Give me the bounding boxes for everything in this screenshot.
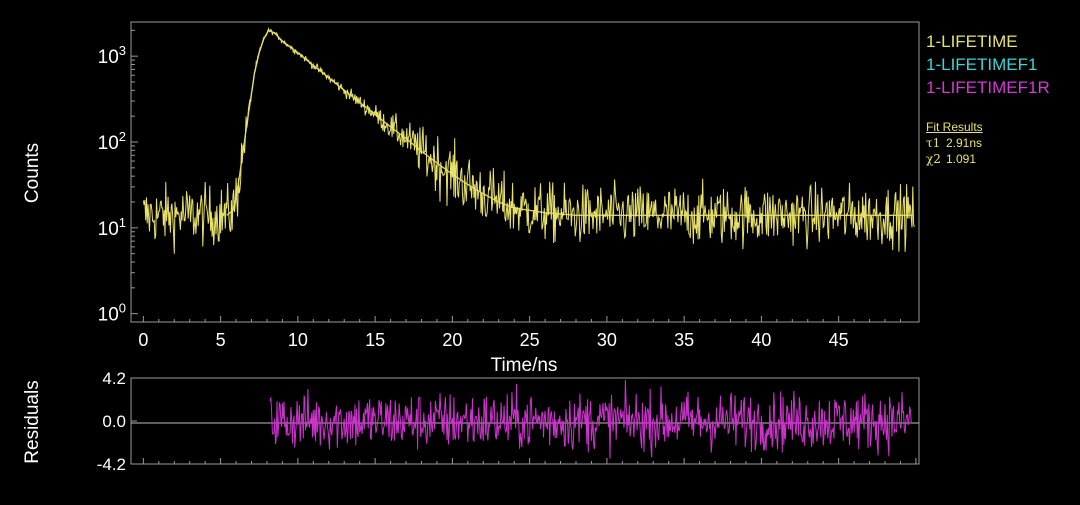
- x-tick-label: 20: [442, 330, 462, 350]
- residuals-x-ticks: [142, 458, 917, 464]
- y-tick-label: 102: [98, 129, 126, 154]
- residuals-axis-label: Residuals: [22, 380, 43, 463]
- x-tick-label: 10: [288, 330, 308, 350]
- fit-results-title: Fit Results: [926, 120, 983, 134]
- fit-value: 2.91ns: [946, 136, 983, 150]
- fit-symbol: τ1: [926, 136, 941, 150]
- x-tick-label: 25: [520, 330, 540, 350]
- legend-item-fit: 1-LIFETIMEF1: [926, 55, 1038, 74]
- x-tick-label: 40: [751, 330, 771, 350]
- x-tick-label: 30: [597, 330, 617, 350]
- series-fit-line: [226, 29, 913, 217]
- residuals-y-ticks: 4.2 0.0 -4.2: [97, 369, 137, 474]
- residuals-series: [269, 379, 912, 459]
- series-data-line: [142, 26, 915, 254]
- residuals-y-tick-label: -4.2: [97, 455, 126, 474]
- x-axis-ticks: 0 5 10 15 20 25 30 35 40 45: [138, 316, 901, 350]
- y-tick-label: 101: [98, 215, 126, 240]
- x-tick-label: 0: [138, 330, 148, 350]
- x-tick-label: 35: [674, 330, 694, 350]
- counts-series: [142, 26, 915, 254]
- x-tick-label: 15: [365, 330, 385, 350]
- fit-result-tau: τ1 2.91ns: [926, 135, 982, 151]
- legend-item-residuals: 1-LIFETIMEF1R: [926, 78, 1050, 97]
- x-tick-label: 5: [216, 330, 226, 350]
- fit-value: 1.091: [946, 152, 977, 166]
- fit-symbol: χ2: [926, 152, 941, 166]
- x-tick-label: 45: [829, 330, 849, 350]
- y-tick-label: 103: [98, 43, 126, 68]
- x-axis-label: Time/ns: [491, 355, 558, 376]
- series-residuals-line: [269, 379, 912, 459]
- y-tick-label: 100: [98, 301, 126, 326]
- y-axis-ticks: 100 101 102 103: [98, 29, 138, 326]
- counts-plot-frame: [130, 21, 920, 323]
- residuals-y-tick-label: 0.0: [102, 412, 126, 431]
- y-axis-label: Counts: [22, 143, 43, 203]
- residuals-y-tick-label: 4.2: [102, 369, 126, 388]
- residuals-plot: 4.2 0.0 -4.2 Residuals: [22, 369, 920, 474]
- legend-item-data: 1-LIFETIME: [926, 32, 1018, 51]
- fit-result-chi2: χ2 1.091: [926, 151, 976, 167]
